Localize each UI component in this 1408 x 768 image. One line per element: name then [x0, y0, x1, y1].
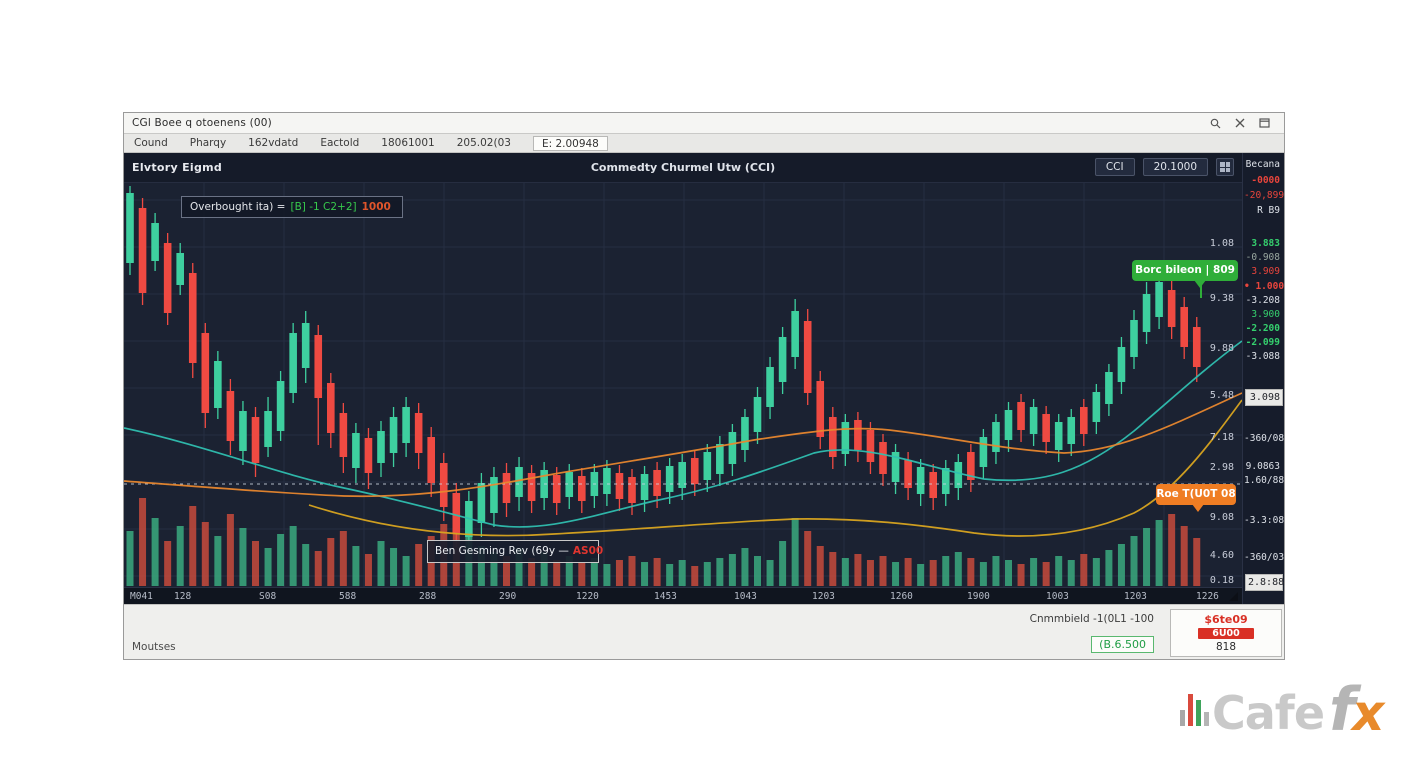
- time-label: 1043: [734, 591, 757, 603]
- green-signal-callout[interactable]: Borc bileon | 809: [1132, 259, 1238, 288]
- time-label: 290: [499, 591, 517, 603]
- window-title: CGl Boee q otoenens (00): [132, 117, 272, 129]
- axis-corner-arrow: [1229, 592, 1238, 602]
- close-icon[interactable]: [1235, 118, 1245, 128]
- toolbar-item[interactable]: 162vdatd: [248, 137, 299, 149]
- toolbar-item[interactable]: 18061001: [381, 137, 435, 149]
- watermark-candles-icon: [1180, 694, 1209, 726]
- sidebar-value: 3.900: [1251, 309, 1280, 320]
- candlestick-plot[interactable]: Overbought ita) = [B] -1 C2+2] 1000 Borc…: [124, 182, 1242, 588]
- sidebar-value: 1.60/88: [1244, 475, 1285, 486]
- time-label: 1453: [654, 591, 677, 603]
- status-indicator-text: Cnmmbield -1(0L1 -100: [1029, 613, 1154, 625]
- sidebar-value: 3.909: [1251, 266, 1280, 277]
- time-label: 128: [174, 591, 192, 603]
- sidebar-value: -0.908: [1245, 252, 1280, 263]
- time-label: 1226: [1196, 591, 1219, 603]
- status-left-text: Moutses: [132, 641, 176, 653]
- sidebar-value: 2.8:88: [1245, 574, 1284, 591]
- price-label: 9.08: [1209, 511, 1234, 523]
- sidebar-value: 9.0863: [1245, 461, 1280, 472]
- cci-value-button[interactable]: 20.1000: [1142, 158, 1208, 177]
- time-label: 1220: [576, 591, 599, 603]
- toolbar-price-box[interactable]: E: 2.00948: [532, 135, 608, 151]
- sidebar-value: • 1.000: [1244, 281, 1285, 292]
- price-label: 5.48: [1209, 389, 1234, 401]
- time-label: 588: [339, 591, 357, 603]
- title-bar: CGl Boee q otoenens (00): [124, 113, 1284, 134]
- sidebar-value: 3.883: [1251, 238, 1280, 249]
- price-label: 9.88: [1209, 342, 1234, 354]
- time-label: 1003: [1046, 591, 1069, 603]
- bottom-annotation-box: Ben Gesming Rev (69y — AS00: [427, 539, 603, 563]
- chart-column: Elvtory Eigmd Commedty Churmel Utw (CCI)…: [124, 153, 1242, 604]
- price-label: 2.98: [1209, 461, 1234, 473]
- sidebar-value: -3.208: [1245, 295, 1280, 306]
- green-callout-pointer: [1194, 279, 1206, 288]
- sidebar-value: -360/03: [1244, 552, 1285, 563]
- time-label: 1260: [890, 591, 913, 603]
- price-label: 0.18: [1209, 574, 1234, 586]
- price-label: 4.60: [1209, 549, 1234, 561]
- plot-svg: [124, 182, 1242, 588]
- orange-callout-text: Roe T(U0T 08: [1156, 488, 1236, 501]
- sidebar-value: -2.200: [1245, 323, 1280, 334]
- sidebar-value: -2.099: [1245, 337, 1280, 348]
- sidebar-value: -3.088: [1245, 351, 1280, 362]
- orange-callout-pointer: [1192, 503, 1204, 512]
- price-label: 1.08: [1209, 237, 1234, 249]
- cci-button[interactable]: CCI: [1094, 158, 1135, 177]
- toolbar-items: Cound Pharqy 162vdatd Eactold 18061001 205.02…: [134, 137, 511, 149]
- overbought-value: 1000: [361, 200, 391, 213]
- bottom-annotation-text: Ben Gesming Rev (69y —: [435, 545, 569, 558]
- sidebar-value: -20,899: [1244, 190, 1285, 201]
- watermark-x: x: [1352, 683, 1385, 742]
- corner-quote-cell: $6te09 6U00 818: [1170, 609, 1282, 657]
- time-label: S08: [259, 591, 277, 603]
- green-callout-text: Borc bileon | 809: [1135, 264, 1235, 277]
- corner-number: 818: [1215, 641, 1237, 653]
- chart-title: Commedty Churmel Utw (CCI): [590, 160, 776, 174]
- sidebar-value: -360/08: [1244, 433, 1285, 444]
- time-label: 288: [419, 591, 437, 603]
- trading-app-window: CGl Boee q otoenens (00) Cound Pharqy 162v…: [123, 112, 1285, 660]
- sidebar-value: 3.098: [1245, 389, 1283, 406]
- price-scale-sidebar[interactable]: Becana -0000 -20,899 R B9 3.883 -0.908 3.909 • …: [1242, 153, 1284, 604]
- price-label: 7.18: [1209, 431, 1234, 443]
- time-label: M041: [130, 591, 153, 603]
- sidebar-value: -0000: [1251, 175, 1280, 186]
- toolbar-item[interactable]: Eactold: [320, 137, 360, 149]
- sidebar-value: Becana: [1245, 159, 1280, 170]
- sidebar-value: -3.3:08: [1244, 515, 1285, 526]
- toolbar: Cound Pharqy 162vdatd Eactold 18061001 205.02…: [124, 134, 1284, 153]
- watermark-f: f: [1329, 675, 1356, 745]
- corner-badge: 6U00: [1198, 628, 1254, 639]
- time-label: 1203: [812, 591, 835, 603]
- overbought-text: Overbought ita) =: [190, 200, 286, 213]
- overbought-formula: [B] -1 C2+2]: [290, 200, 357, 213]
- sidebar-value: R B9: [1257, 205, 1280, 216]
- grid-layout-icon[interactable]: [1216, 158, 1234, 177]
- cafefx-watermark: Cafe f x: [1180, 675, 1385, 745]
- orange-signal-callout[interactable]: Roe T(U0T 08: [1156, 483, 1236, 512]
- overbought-label-box: Overbought ita) = [B] -1 C2+2] 1000: [181, 195, 403, 218]
- status-value-box[interactable]: (B.6.500: [1091, 636, 1154, 653]
- corner-price: $6te09: [1204, 613, 1248, 626]
- chart-header-left-label: Elvtory Eigmd: [132, 160, 223, 174]
- price-label: 9.38: [1209, 292, 1234, 304]
- bottom-annotation-value: AS00: [572, 545, 604, 558]
- time-axis[interactable]: M041 128 S08 588 288 290 1220 1453 1043 1203 1260 1…: [124, 587, 1242, 604]
- chart-header: Elvtory Eigmd Commedty Churmel Utw (CCI)…: [124, 153, 1242, 183]
- status-bar: Moutses Cnmmbield -1(0L1 -100 (B.6.500 $…: [124, 604, 1284, 659]
- time-label: 1203: [1124, 591, 1147, 603]
- toolbar-item[interactable]: 205.02(03: [456, 137, 511, 149]
- green-callout-stem: [1200, 281, 1202, 298]
- toolbar-item[interactable]: Cound: [134, 137, 168, 149]
- watermark-text: Cafe: [1212, 685, 1325, 740]
- time-label: 1900: [967, 591, 990, 603]
- toolbar-item[interactable]: Pharqy: [189, 137, 227, 149]
- search-icon[interactable]: [1210, 118, 1221, 129]
- maximize-icon[interactable]: [1259, 118, 1270, 128]
